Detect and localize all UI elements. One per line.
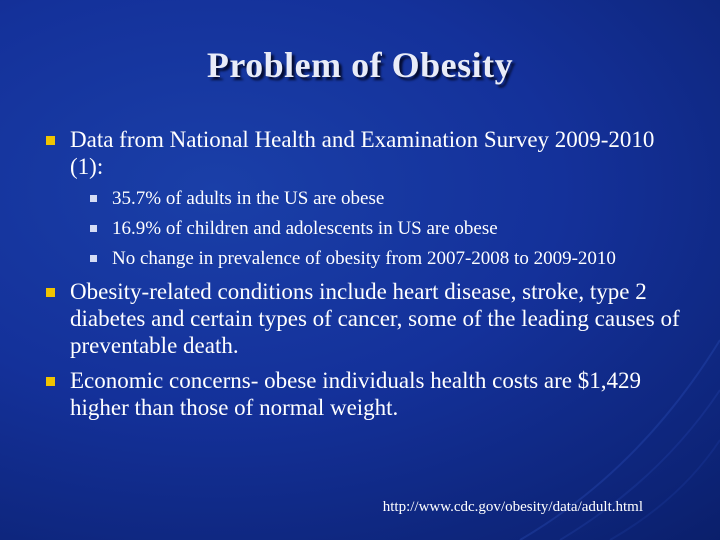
square-bullet-icon (90, 255, 97, 262)
bullet-text: Data from National Health and Examinatio… (70, 127, 655, 179)
sub-bullet-item: 35.7% of adults in the US are obese (80, 188, 686, 209)
bullet-text: Obesity-related conditions include heart… (70, 279, 680, 358)
square-bullet-icon (46, 136, 55, 145)
bullet-item: Obesity-related conditions include heart… (46, 278, 686, 359)
sub-bullet-text: 16.9% of children and adolescents in US … (112, 218, 498, 239)
square-bullet-icon (46, 377, 55, 386)
square-bullet-icon (46, 288, 55, 297)
slide-title: Problem of Obesity (206, 45, 514, 85)
sub-bullet-text: No change in prevalence of obesity from … (112, 248, 616, 269)
sub-bullet-item: No change in prevalence of obesity from … (80, 248, 686, 269)
square-bullet-icon (90, 225, 97, 232)
bullet-item: Economic concerns- obese individuals hea… (46, 367, 686, 421)
square-bullet-icon (90, 195, 97, 202)
bullet-list: Data from National Health and Examinatio… (46, 126, 686, 421)
sub-bullet-text: 35.7% of adults in the US are obese (112, 188, 385, 209)
sub-bullet-item: 16.9% of children and adolescents in US … (80, 218, 686, 239)
source-url: http://www.cdc.gov/obesity/data/adult.ht… (382, 499, 643, 515)
sub-bullet-list: 35.7% of adults in the US are obese 16.9… (70, 188, 686, 269)
bullet-item: Data from National Health and Examinatio… (46, 126, 686, 269)
bullet-text: Economic concerns- obese individuals hea… (70, 368, 642, 420)
slide-body: Data from National Health and Examinatio… (46, 126, 686, 429)
